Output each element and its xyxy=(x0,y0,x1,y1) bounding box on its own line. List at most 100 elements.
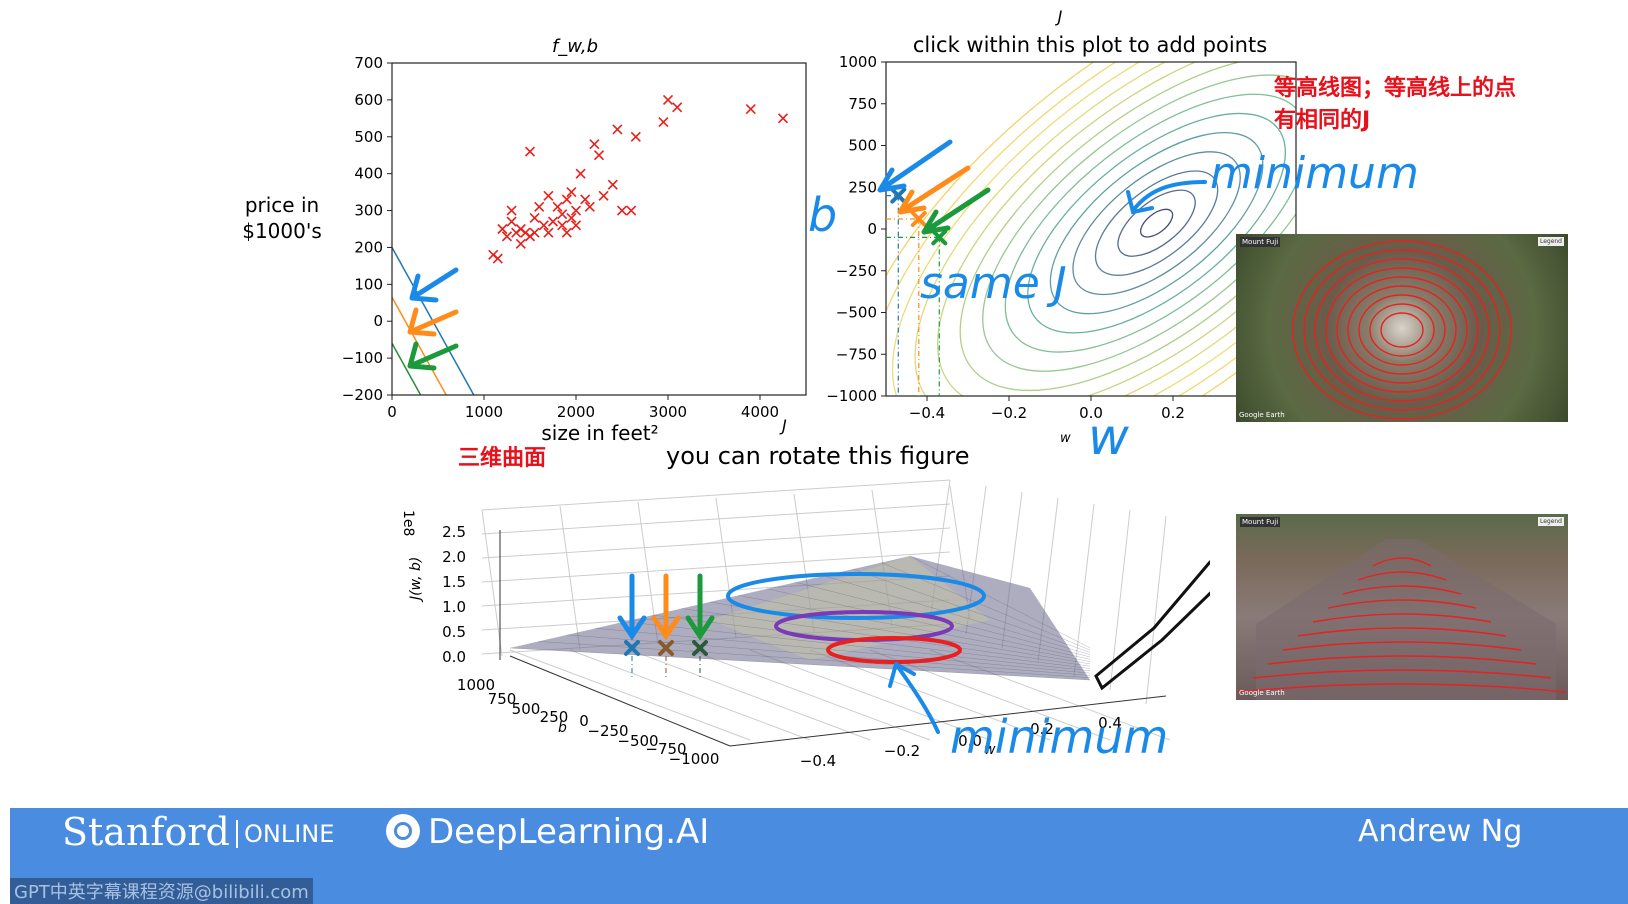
scatter-point xyxy=(561,194,572,205)
scatter-ylabel-1: price in xyxy=(245,193,319,217)
contour-point-green xyxy=(931,229,948,246)
scatter-ytick-label: 700 xyxy=(354,54,383,72)
fuji-bottom-credit: Google Earth xyxy=(1239,689,1285,697)
surface-gridline xyxy=(689,649,931,741)
surface-gridline xyxy=(569,649,811,741)
contour-xtick-label: −0.4 xyxy=(909,404,945,422)
surface-gridline xyxy=(749,649,991,741)
surface-green-arrow xyxy=(685,573,715,641)
fuji-top-contour xyxy=(1314,258,1490,402)
scatter-ytick-label: 0 xyxy=(373,312,383,330)
scatter-point xyxy=(745,104,756,115)
scatter-xtick-label: 2000 xyxy=(557,403,595,421)
surface-loop-blue xyxy=(726,572,986,620)
surface-orange-arrow xyxy=(651,573,681,641)
contour-line xyxy=(1049,131,1264,315)
fuji-bottom-legend: Legend xyxy=(1537,517,1564,526)
stanford-online: ONLINE xyxy=(236,820,334,848)
scatter-point xyxy=(547,216,559,227)
surface-gridline xyxy=(509,649,751,741)
scatter-line-orange xyxy=(392,296,448,395)
surface-gridline xyxy=(559,505,581,651)
surface-wlabel: w xyxy=(984,742,996,758)
scatter-point xyxy=(552,201,563,212)
scatter-point xyxy=(570,205,582,216)
contour-xlabel: w xyxy=(1060,431,1071,446)
fuji-bottom-contour xyxy=(1312,613,1492,623)
scatter-point xyxy=(506,216,517,227)
fuji-top-contour xyxy=(1347,285,1457,375)
scatter-title: f_w,b xyxy=(552,36,598,57)
contour-ytick-label: 500 xyxy=(848,137,877,155)
scatter-point xyxy=(534,201,545,212)
scatter-point xyxy=(566,187,577,198)
surface-btick-label: 750 xyxy=(488,690,517,708)
scatter-point xyxy=(612,124,623,135)
surface-mesh-line xyxy=(909,555,1091,648)
contour-xtick-label: −0.2 xyxy=(991,404,1027,422)
scatter-ytick-label: 100 xyxy=(354,275,383,293)
contour-line xyxy=(1117,189,1196,257)
scatter-point xyxy=(538,220,549,231)
scatter-point xyxy=(584,201,595,212)
scatter-ytick-label: 300 xyxy=(354,202,383,220)
fuji-top-contour xyxy=(1292,240,1512,420)
stanford-logo: Stanford xyxy=(62,810,230,854)
fuji-top-image: Mount Fuji Legend Google Earth xyxy=(1236,234,1568,422)
minimum-arrow-head xyxy=(1126,190,1154,215)
surface-waxis xyxy=(729,695,1167,747)
surface-wtick-label: −0.4 xyxy=(800,752,836,770)
surface-btick-label: −750 xyxy=(645,740,686,758)
contour-xtick-label: 0.2 xyxy=(1161,404,1185,422)
surface-wtick-label: 0.2 xyxy=(1030,720,1054,738)
scatter-line-blue xyxy=(392,247,475,395)
contour-point-orange xyxy=(910,210,927,227)
surface-gridline xyxy=(481,509,503,657)
fuji-top-contour xyxy=(1303,249,1501,411)
scatter-point xyxy=(626,205,637,216)
surface-gridline xyxy=(481,503,951,535)
contour-line xyxy=(1139,208,1174,238)
contour-cn-line2: 有相同的J xyxy=(1274,108,1371,133)
surface-mesh-line xyxy=(567,634,1091,676)
fuji-top-contour xyxy=(1325,267,1479,393)
contour-line xyxy=(982,74,1296,372)
scatter-ylabel-2: $1000's xyxy=(242,219,322,243)
scatter-blue-arrow xyxy=(409,267,459,303)
surface-btick-label: 0 xyxy=(579,712,589,730)
scatter-point xyxy=(492,253,503,264)
surface-ztick-label: 2.0 xyxy=(442,548,466,566)
contour-cn-line1: 等高线图；等高线上的点 xyxy=(1274,76,1517,101)
surface-minimum-arrow xyxy=(888,662,940,734)
contour-ytick-label: −250 xyxy=(836,262,877,280)
surface-gridline xyxy=(1073,503,1095,677)
surface-title: you can rotate this figure xyxy=(666,442,970,470)
fuji-bottom-image: Mount Fuji Legend Google Earth xyxy=(1236,514,1568,700)
fuji-bottom-contour xyxy=(1282,641,1522,651)
minimum-label-top: minimum xyxy=(1210,148,1419,199)
contour-ytick-label: 1000 xyxy=(839,53,877,71)
scatter-ytick-label: 400 xyxy=(354,165,383,183)
contour-line xyxy=(1027,112,1286,334)
contour-plot[interactable]: J click within this plot to add points −… xyxy=(790,0,1300,450)
surface-mesh-line xyxy=(738,595,1091,662)
scatter-point xyxy=(589,139,600,150)
fuji-top-contour xyxy=(1358,294,1446,366)
surface-wtick-label: −0.2 xyxy=(884,742,920,760)
surface-mesh-line xyxy=(767,588,1091,660)
surface-btick-label: −500 xyxy=(617,732,658,750)
scatter-xlabel: size in feet² xyxy=(541,421,658,445)
surface-wtick-label: 0.0 xyxy=(958,732,982,750)
scatter-xtick-label: 0 xyxy=(387,403,397,421)
surface-btick-label: 1000 xyxy=(457,676,495,694)
surface-point-green xyxy=(692,640,708,656)
w-label-big: w xyxy=(1088,408,1129,466)
scatter-point xyxy=(575,168,586,179)
contour-ytick-label: 0 xyxy=(867,220,877,238)
scatter-point xyxy=(529,227,540,238)
scatter-point xyxy=(515,238,526,249)
surface-btick-label: −1000 xyxy=(669,750,720,768)
surface-title-j: J xyxy=(782,416,787,435)
fuji-top-contour xyxy=(1369,303,1435,357)
